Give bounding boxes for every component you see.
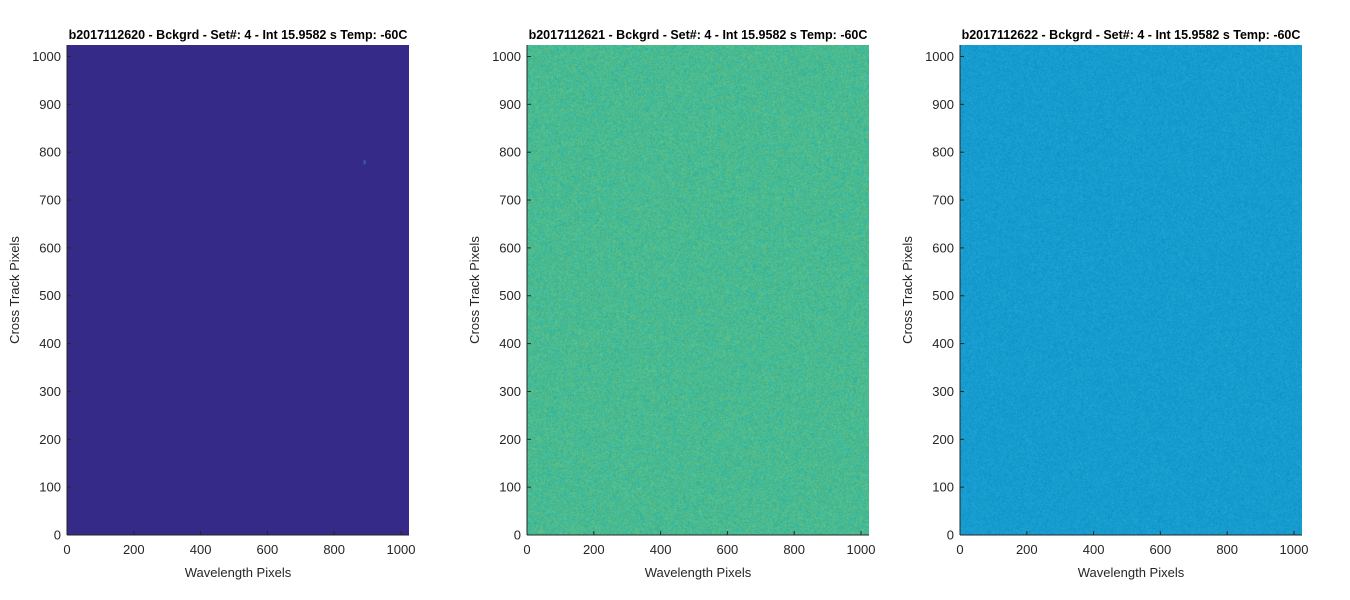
y-tick-label: 600 [499,240,521,255]
y-tick-label: 300 [932,384,954,399]
x-tick-label: 0 [63,542,70,557]
y-tick-label: 100 [932,480,954,495]
plot-area [959,45,1302,536]
x-tick-label: 1000 [847,542,876,557]
y-tick-label: 600 [39,240,61,255]
y-tick-label: 1000 [32,49,61,64]
chart-title: b2017112621 - Bckgrd - Set#: 4 - Int 15.… [529,28,868,42]
x-tick-label: 200 [123,542,145,557]
plot-area [66,45,409,536]
x-axis-ticks: 0 200 400 600 800 1000 [523,531,875,557]
heatmap-image [960,45,1302,535]
heatmap-image [67,45,409,535]
x-tick-label: 0 [956,542,963,557]
y-tick-label: 100 [499,480,521,495]
x-tick-label: 1000 [387,542,416,557]
heatmap-panel-1: b2017112620 - Bckgrd - Set#: 4 - Int 15.… [0,0,450,600]
x-tick-label: 0 [523,542,530,557]
x-tick-label: 600 [717,542,739,557]
x-tick-label: 200 [583,542,605,557]
heatmap-chart-3: b2017112622 - Bckgrd - Set#: 4 - Int 15.… [900,28,1308,580]
y-tick-label: 500 [499,288,521,303]
y-tick-label: 600 [932,240,954,255]
x-tick-label: 1000 [1280,542,1309,557]
y-tick-label: 500 [932,288,954,303]
x-tick-label: 800 [323,542,345,557]
y-tick-label: 800 [499,145,521,160]
x-tick-label: 800 [1216,542,1238,557]
y-tick-label: 100 [39,480,61,495]
y-tick-label: 900 [932,97,954,112]
x-tick-label: 600 [257,542,279,557]
x-tick-label: 400 [1083,542,1105,557]
x-tick-label: 200 [1016,542,1038,557]
y-tick-label: 300 [39,384,61,399]
x-tick-label: 400 [650,542,672,557]
y-tick-label: 200 [39,432,61,447]
y-tick-label: 700 [932,193,954,208]
chart-title: b2017112622 - Bckgrd - Set#: 4 - Int 15.… [962,28,1301,42]
x-axis-ticks: 0 200 400 600 800 1000 [63,531,415,557]
y-tick-label: 400 [932,336,954,351]
y-tick-label: 800 [932,145,954,160]
y-axis-ticks: 0 100 200 300 400 500 600 700 800 900 1000 [492,49,531,543]
y-tick-label: 700 [39,193,61,208]
y-tick-label: 1000 [492,49,521,64]
y-tick-label: 400 [499,336,521,351]
x-axis-label: Wavelength Pixels [1078,565,1185,580]
y-tick-label: 900 [39,97,61,112]
y-axis-label: Cross Track Pixels [467,236,482,344]
y-tick-label: 0 [947,528,954,543]
plot-area [526,45,869,536]
heatmap-panel-2: b2017112621 - Bckgrd - Set#: 4 - Int 15.… [460,0,910,600]
y-axis-ticks: 0 100 200 300 400 500 600 700 800 900 1000 [925,49,964,543]
y-tick-label: 500 [39,288,61,303]
y-tick-label: 0 [514,528,521,543]
x-axis-label: Wavelength Pixels [645,565,752,580]
y-tick-label: 200 [932,432,954,447]
chart-title: b2017112620 - Bckgrd - Set#: 4 - Int 15.… [69,28,408,42]
y-tick-label: 900 [499,97,521,112]
y-axis-ticks: 0 100 200 300 400 500 600 700 800 900 1000 [32,49,71,543]
x-tick-label: 600 [1150,542,1172,557]
x-tick-label: 800 [783,542,805,557]
y-tick-label: 400 [39,336,61,351]
x-axis-ticks: 0 200 400 600 800 1000 [956,531,1308,557]
x-tick-label: 400 [190,542,212,557]
y-axis-label: Cross Track Pixels [900,236,915,344]
heatmap-panel-3: b2017112622 - Bckgrd - Set#: 4 - Int 15.… [893,0,1343,600]
hot-pixel [363,160,366,165]
heatmap-chart-1: b2017112620 - Bckgrd - Set#: 4 - Int 15.… [7,28,415,580]
y-axis-label: Cross Track Pixels [7,236,22,344]
y-tick-label: 700 [499,193,521,208]
y-tick-label: 0 [54,528,61,543]
heatmap-chart-2: b2017112621 - Bckgrd - Set#: 4 - Int 15.… [467,28,875,580]
x-axis-label: Wavelength Pixels [185,565,292,580]
y-tick-label: 300 [499,384,521,399]
y-tick-label: 1000 [925,49,954,64]
y-tick-label: 200 [499,432,521,447]
y-tick-label: 800 [39,145,61,160]
heatmap-image [527,45,869,535]
